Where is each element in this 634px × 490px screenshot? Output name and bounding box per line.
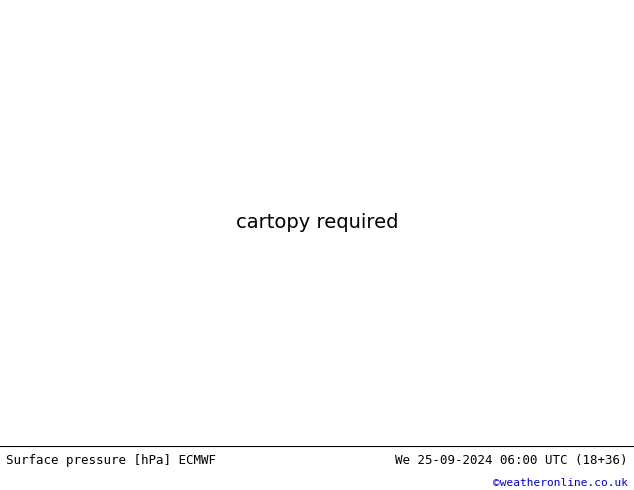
Text: ©weatheronline.co.uk: ©weatheronline.co.uk [493, 478, 628, 489]
Text: Surface pressure [hPa] ECMWF: Surface pressure [hPa] ECMWF [6, 454, 216, 466]
Text: cartopy required: cartopy required [236, 214, 398, 232]
Text: We 25-09-2024 06:00 UTC (18+36): We 25-09-2024 06:00 UTC (18+36) [395, 454, 628, 466]
